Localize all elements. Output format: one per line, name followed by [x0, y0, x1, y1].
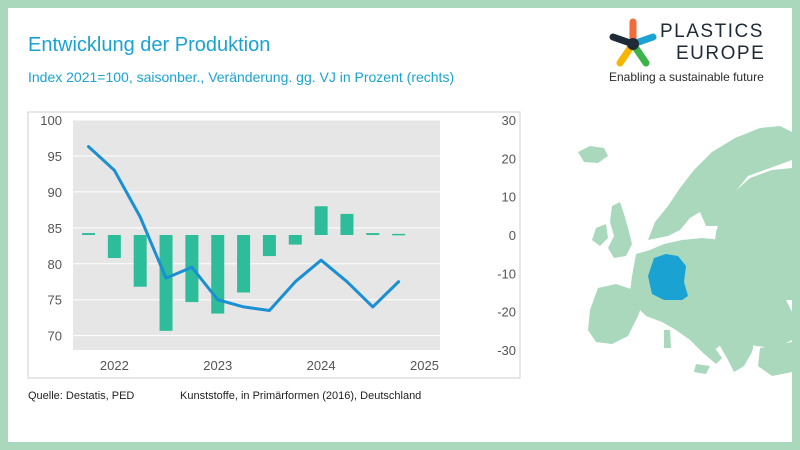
- bar: [262, 235, 276, 257]
- brand-name-line1: PLASTICS: [660, 21, 764, 42]
- y-right-tick-label: 20: [502, 151, 516, 166]
- y-left-tick-label: 80: [48, 257, 62, 272]
- bar: [314, 206, 328, 235]
- germany-highlight: [648, 254, 688, 300]
- starburst-logo-icon: [609, 18, 657, 67]
- ireland-shape: [592, 224, 608, 246]
- brand-logo: PLASTICS EUROPE Enabling a sustainable f…: [603, 14, 778, 84]
- iceland-shape: [578, 146, 608, 163]
- line-series-path: [87, 145, 401, 312]
- source-note: Quelle: Destatis, PED: [28, 390, 135, 402]
- x-tick-label: 2024: [307, 358, 336, 373]
- x-tick-label: 2022: [100, 358, 129, 373]
- brand-name-line2: EUROPE: [676, 43, 766, 64]
- y-left-tick-label: 95: [48, 149, 62, 164]
- x-tick-label: 2025: [410, 358, 439, 373]
- britain-shape: [608, 202, 632, 258]
- bar: [392, 233, 406, 236]
- y-left-tick-label: 85: [48, 221, 62, 236]
- bar: [237, 235, 251, 293]
- y-right-tick-label: 10: [502, 190, 516, 205]
- y-right-tick-label: -10: [497, 266, 516, 281]
- y-left-tick-label: 90: [48, 185, 62, 200]
- y-left-tick-label: 75: [48, 293, 62, 308]
- bar: [340, 213, 354, 235]
- iberia-shape: [588, 284, 644, 344]
- y-left-tick-label: 100: [40, 113, 62, 128]
- bar: [288, 235, 302, 245]
- series-description: Kunststoffe, in Primärformen (2016), Deu…: [180, 390, 422, 402]
- chart-title: Entwicklung der Produktion: [28, 34, 271, 56]
- x-tick-label: 2023: [203, 358, 232, 373]
- sardinia-shape: [664, 330, 671, 348]
- y-left-tick-label: 70: [48, 329, 62, 344]
- turkey-shape: [758, 342, 792, 376]
- brand-name: PLASTICS EUROPE: [660, 21, 778, 65]
- chart-subtitle: Index 2021=100, saisonber., Veränderung.…: [28, 69, 455, 85]
- bar: [133, 235, 147, 287]
- bar: [366, 233, 380, 235]
- bar: [159, 235, 173, 331]
- y-right-tick-label: 0: [509, 228, 516, 243]
- europe-land: [578, 126, 792, 376]
- sicily-shape: [694, 364, 710, 374]
- line-series: [87, 145, 401, 312]
- y-right-tick-label: 30: [502, 113, 516, 128]
- bar: [82, 233, 96, 235]
- brand-tagline: Enabling a sustainable future: [609, 70, 764, 84]
- italy-shape: [676, 306, 722, 364]
- scandinavia-shape: [648, 126, 792, 240]
- y-right-tick-label: -20: [497, 305, 516, 320]
- balkans-shape: [714, 318, 756, 372]
- bar: [107, 235, 121, 258]
- y-right-tick-label: -30: [497, 343, 516, 358]
